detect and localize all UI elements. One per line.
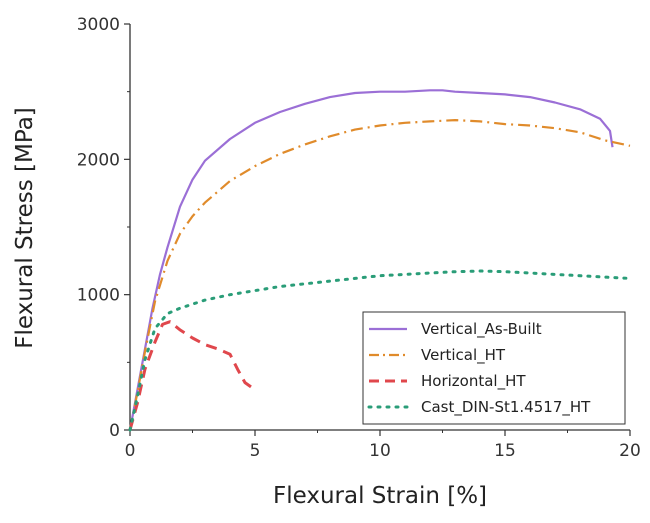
- legend-label: Vertical_As-Built: [421, 320, 542, 339]
- x-tick-label: 10: [369, 441, 391, 461]
- series-line-1: [128, 89, 614, 431]
- series-line-4: [128, 269, 632, 432]
- x-tick-label: 20: [619, 441, 641, 461]
- y-tick-label: 1000: [77, 286, 120, 306]
- x-tick-label: 5: [250, 441, 261, 461]
- y-axis-label: Flexural Stress [MPa]: [12, 107, 38, 349]
- legend: Vertical_As-Built Vertical_HT Horizontal_H…: [362, 311, 626, 425]
- legend-label: Vertical_HT: [421, 346, 506, 365]
- series-line-3: [128, 320, 254, 431]
- x-tick-label: 15: [494, 441, 516, 461]
- series-line-2: [128, 119, 631, 431]
- ticks: 0 5 10 15 20 0 1000 2000 3000: [77, 15, 641, 461]
- x-tick-label: 0: [125, 441, 136, 461]
- y-tick-label: 2000: [77, 150, 120, 170]
- legend-label: Horizontal_HT: [421, 372, 526, 391]
- y-tick-label: 3000: [77, 15, 120, 35]
- series-layer: [128, 89, 632, 432]
- legend-label: Cast_DIN-St1.4517_HT: [421, 398, 591, 417]
- legend-box: [362, 311, 626, 425]
- y-tick-label: 0: [109, 421, 120, 441]
- x-axis-label: Flexural Strain [%]: [273, 483, 487, 509]
